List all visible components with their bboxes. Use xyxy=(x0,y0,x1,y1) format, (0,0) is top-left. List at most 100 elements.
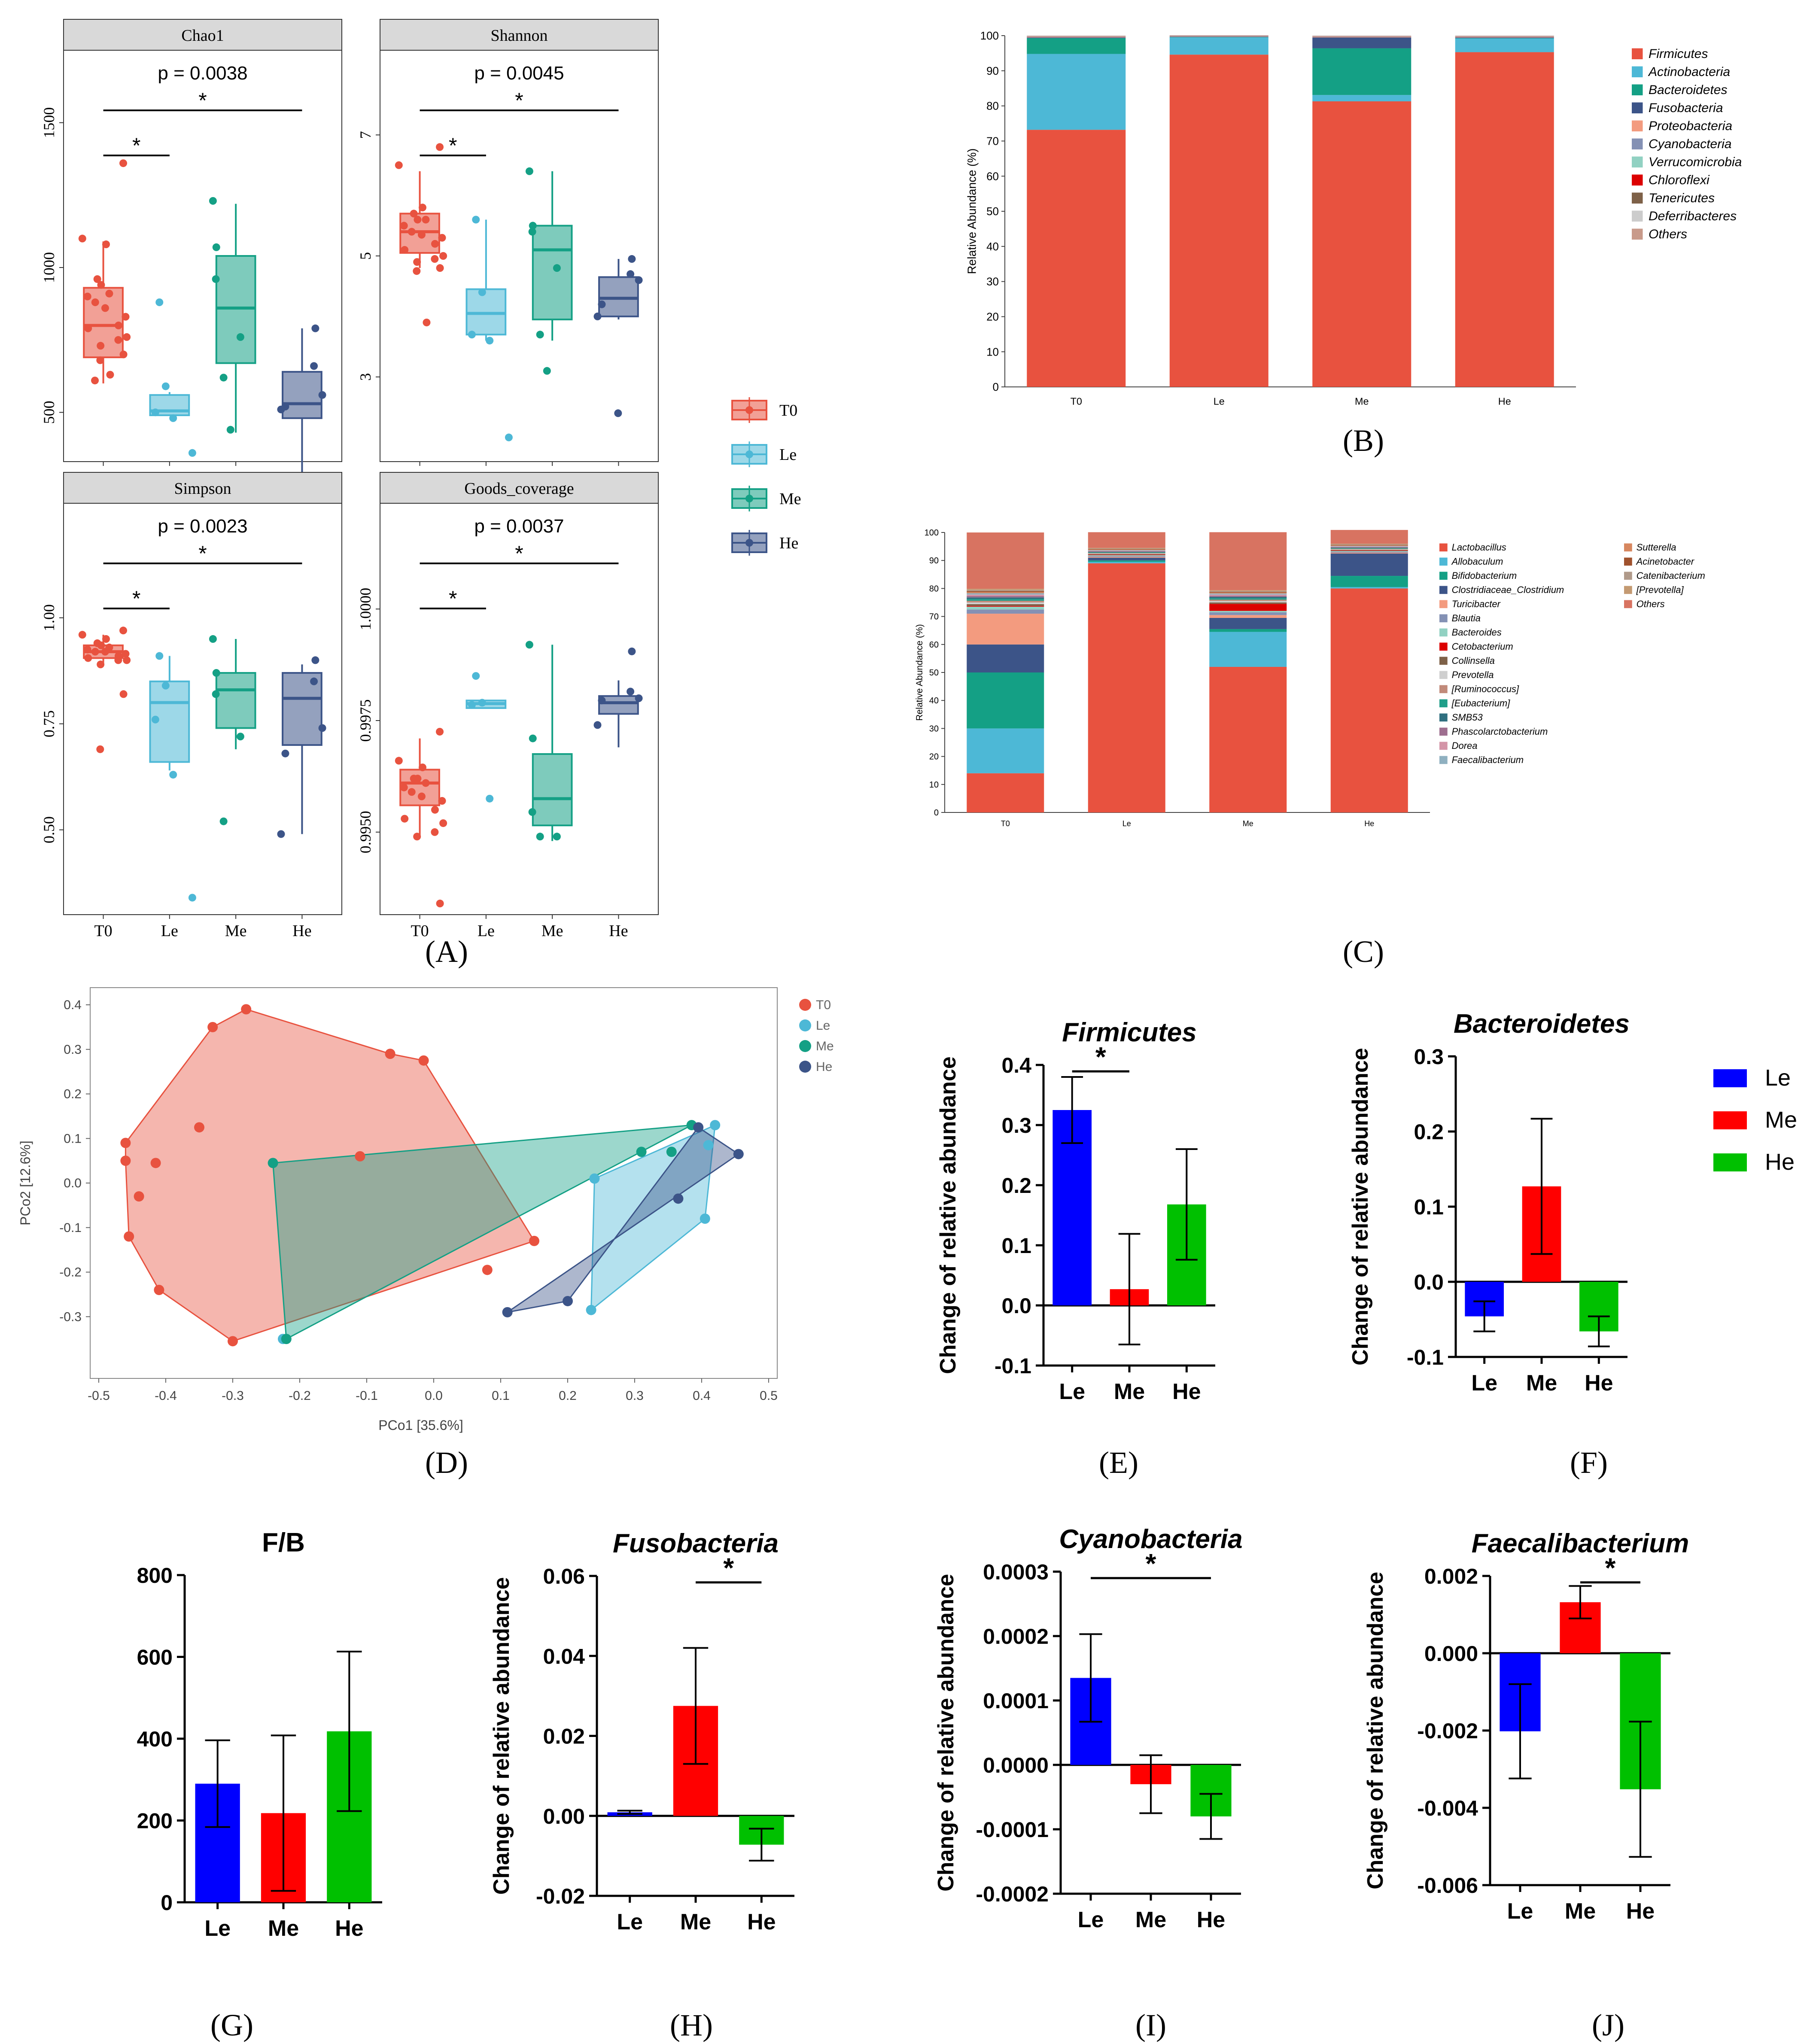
legend-swatch xyxy=(1624,557,1632,566)
stack-segment xyxy=(967,601,1044,602)
point-Me xyxy=(268,1158,278,1168)
point-T0 xyxy=(482,1265,493,1275)
panel-label-f: (F) xyxy=(1570,1445,1608,1480)
box-Me xyxy=(532,753,573,827)
data-point xyxy=(219,817,228,825)
y-tick-label: 60 xyxy=(986,170,999,182)
y-tick-label: 3 xyxy=(357,373,374,381)
stack-segment xyxy=(1312,37,1411,49)
sig-star: * xyxy=(198,88,207,113)
data-point xyxy=(151,715,159,724)
legend-dot xyxy=(799,999,811,1011)
data-point xyxy=(395,161,403,169)
x-tick-label: Le xyxy=(617,1910,643,1934)
y-tick-label: 90 xyxy=(929,556,939,566)
data-point xyxy=(436,900,444,908)
legend-swatch xyxy=(1439,756,1448,764)
legend-label: Chloroflexi xyxy=(1649,173,1710,187)
stack-segment xyxy=(1169,36,1268,37)
data-point xyxy=(123,656,131,664)
y-tick-label: 90 xyxy=(986,64,999,77)
data-point xyxy=(529,734,537,742)
y-tick-label: -0.02 xyxy=(536,1884,585,1908)
legend-label: He xyxy=(779,534,798,552)
sig-star: * xyxy=(515,88,523,113)
goods-coverage-box-chart: Goods_coverage 0.9950 0.9975 1.0000 T0 Le Me He… xyxy=(357,472,659,940)
legend-label: Me xyxy=(1765,1107,1797,1133)
legend-label: Me xyxy=(779,490,801,508)
legend-label: Bacteroides xyxy=(1452,627,1502,638)
legend-label: Deferribacteres xyxy=(1649,209,1737,223)
panel-label-b: (B) xyxy=(1343,423,1384,458)
chao1-box-chart: Chao150010001500T0LeMeHep = 0.0038** xyxy=(40,19,342,487)
point-T0 xyxy=(418,1055,429,1066)
legend-label: Fusobacteria xyxy=(1649,101,1723,115)
panel-b-phylum-composition: 0 10 20 30 40 50 60 70 80 90 100 Relative Abundance… xyxy=(965,29,1742,407)
x-tick-label: Le xyxy=(161,922,178,940)
legend-swatch xyxy=(1439,657,1448,665)
y-tick-label: 0 xyxy=(934,808,939,818)
stack-segment xyxy=(1169,36,1268,37)
data-point xyxy=(486,337,494,345)
x-tick-label: Me xyxy=(1243,819,1253,828)
y-tick-label: 0.0 xyxy=(64,1176,82,1190)
stack-segment xyxy=(1088,553,1165,554)
x-tick-label: Me xyxy=(1135,1907,1166,1932)
legend-swatch xyxy=(1632,228,1643,240)
data-point xyxy=(414,775,422,783)
y-tick-label: -0.0002 xyxy=(976,1882,1049,1906)
data-point xyxy=(93,275,101,283)
legend-label: Clostridiaceae_Clostridium xyxy=(1452,584,1564,595)
y-tick-label: 0.2 xyxy=(1001,1174,1031,1198)
data-point xyxy=(318,391,326,399)
data-point xyxy=(169,414,177,422)
data-point xyxy=(188,449,196,457)
facet-title: Chao1 xyxy=(181,27,224,45)
point-T0 xyxy=(194,1122,204,1133)
legend-swatch xyxy=(1632,48,1643,59)
simpson-box-chart: Simpson 0.50 0.75 1.00 T0 Le Me He p = 0.0023 * * xyxy=(40,472,342,940)
legend-swatch xyxy=(1439,628,1448,637)
panel-a-alpha-diversity: Chao1 500 1000 1500 T0 Le Me He p = 0.0038 * * Sha… xyxy=(40,19,801,940)
stack-segment xyxy=(1330,547,1408,548)
data-point xyxy=(529,222,537,230)
data-point xyxy=(413,833,421,841)
legend-label: He xyxy=(816,1060,832,1074)
point-Le xyxy=(700,1214,710,1224)
y-tick-label: 40 xyxy=(929,696,939,706)
stack-segment xyxy=(1312,36,1411,37)
stack-segment xyxy=(1209,594,1287,596)
data-point xyxy=(627,270,635,278)
legend-label: Le xyxy=(1765,1065,1791,1091)
y-tick-label: 400 xyxy=(137,1727,173,1751)
data-point xyxy=(413,267,421,275)
data-point xyxy=(505,433,513,441)
point-Le xyxy=(703,1140,714,1150)
y-tick-label: 80 xyxy=(929,584,939,593)
legend-label: [Eubacterium] xyxy=(1451,698,1511,709)
data-point xyxy=(114,656,122,664)
y-axis-label: Change of relative abundance xyxy=(936,1056,961,1374)
data-point xyxy=(155,652,164,660)
data-point xyxy=(155,298,164,306)
data-point xyxy=(401,815,409,823)
stack-segment xyxy=(1330,548,1408,549)
y-tick-label: 1.00 xyxy=(40,604,58,631)
panel-label-g: (G) xyxy=(210,2008,253,2042)
y-axis-label: Relative Abundance (%) xyxy=(965,149,978,274)
chart-title: Faecalibacterium xyxy=(1472,1529,1689,1558)
data-point xyxy=(536,833,544,841)
y-tick-label: 0.0 xyxy=(1414,1270,1444,1294)
data-point xyxy=(311,656,319,664)
stack-segment xyxy=(1330,588,1408,812)
stack-segment xyxy=(967,599,1044,601)
stack-segment xyxy=(1330,553,1408,576)
legend-label: T0 xyxy=(816,998,831,1012)
x-tick-label: He xyxy=(335,1916,363,1941)
data-point xyxy=(627,687,635,696)
stack-segment xyxy=(1088,563,1165,812)
legend-swatch xyxy=(1632,210,1643,222)
data-point xyxy=(281,749,289,757)
stack-segment xyxy=(1209,596,1287,599)
